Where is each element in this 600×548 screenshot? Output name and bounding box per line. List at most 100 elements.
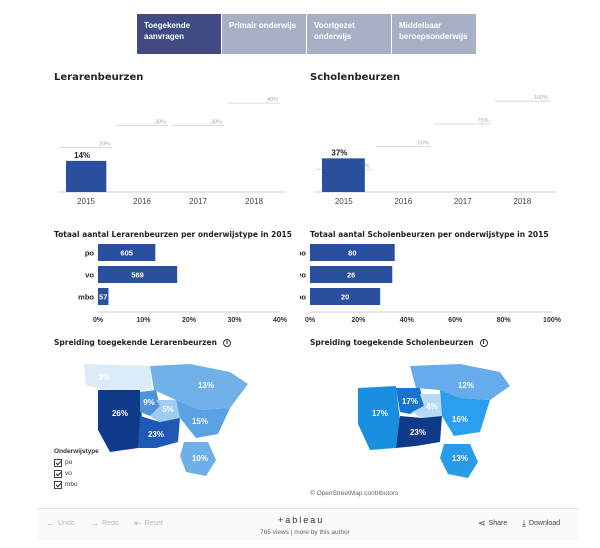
scholenbeurzen-map-title-text: Spreiding toegekende Scholenbeurzen (310, 338, 474, 347)
tab-voortgezet-onderwijs[interactable]: Voortgezet onderwijs (307, 14, 391, 54)
x-tick-label: 100% (543, 317, 562, 324)
bar[interactable] (310, 266, 393, 283)
map-region-label: 15% (192, 417, 208, 426)
map-region-noord[interactable] (84, 364, 152, 392)
map-region-label: 23% (410, 428, 426, 437)
info-icon[interactable]: i (479, 339, 488, 347)
map-region-centrum[interactable] (412, 394, 442, 418)
y-tick-label: vo (85, 271, 94, 280)
download-button[interactable]: ⤓ Download (522, 518, 560, 529)
x-tick-label: 30% (227, 317, 242, 324)
x-tick-label: 2015 (335, 197, 353, 206)
y-tick-label: vo (300, 271, 306, 280)
map-region-zuidoost[interactable] (440, 444, 478, 478)
tableau-logo[interactable]: +ableau (278, 515, 325, 525)
map-region-centrum[interactable] (150, 400, 180, 422)
info-icon[interactable]: i (222, 339, 231, 347)
x-tick-label: 80% (497, 317, 512, 324)
x-tick-label: 0% (93, 317, 104, 324)
bar[interactable] (322, 158, 365, 192)
map-region-label: 12% (458, 381, 474, 390)
x-tick-label: 2017 (189, 197, 207, 206)
map-region-zuid[interactable] (396, 416, 442, 448)
map-region-oost[interactable] (440, 390, 490, 436)
map-region-label: 3% (98, 373, 110, 382)
legend-label: mbo (65, 481, 78, 488)
views-count[interactable]: 765 views | more by this author (260, 529, 350, 536)
map-region-label: 13% (198, 381, 214, 390)
bar[interactable] (310, 288, 381, 305)
scholenbeurzen-title: Scholenbeurzen (310, 72, 401, 83)
x-tick-label: 40% (400, 317, 415, 324)
tab-middelbaar-beroepsonderwijs[interactable]: Middelbaar beroepsonderwijs (392, 14, 476, 54)
legend-label: po (65, 459, 73, 466)
bar[interactable] (66, 160, 107, 192)
checkbox[interactable] (54, 458, 62, 467)
x-tick-label: 10% (136, 317, 151, 324)
x-tick-label: 20% (351, 317, 366, 324)
x-tick-label: 2016 (133, 197, 151, 206)
download-icon: ⤓ (522, 518, 526, 528)
redo-label: Redo (102, 519, 119, 527)
share-button[interactable]: ⋖ Share (478, 518, 507, 529)
map-region-oost[interactable] (176, 400, 230, 438)
reset-button[interactable]: ⇤ Reset (134, 518, 163, 529)
map-region-noordoost[interactable] (410, 364, 510, 400)
reset-icon: ⇤ (134, 518, 142, 528)
target-label: 50% (418, 141, 429, 147)
redo-button[interactable]: → Redo (90, 518, 119, 528)
target-label: 75% (477, 118, 488, 124)
x-tick-label: 60% (448, 317, 463, 324)
checkbox[interactable] (54, 469, 62, 478)
y-tick-label: po (300, 249, 306, 258)
map-credit[interactable]: © OpenStreetMap contributors (310, 490, 399, 497)
lerarenbeurzen-map-title-text: Spreiding toegekende Lerarenbeurzen (54, 338, 217, 347)
map-region-label: 10% (192, 454, 208, 463)
x-tick-label: 2017 (454, 197, 472, 206)
x-tick-label: 20% (182, 317, 197, 324)
legend-item-vo[interactable]: vo (54, 468, 99, 479)
tab-toegekende-aanvragen[interactable]: Toegekende aanvragen (137, 14, 221, 54)
map-region-label: 23% (148, 430, 164, 439)
target-label: 40% (267, 97, 278, 103)
lerarenbeurzen-map[interactable]: 3% 13% 26% 9% 5% 15% 23% 10% (80, 360, 260, 485)
map-region-label: 17% (402, 397, 418, 406)
bar-value-label: 569 (131, 271, 144, 280)
map-region-centrum-west[interactable] (396, 388, 424, 414)
map-region-west[interactable] (358, 386, 400, 450)
bar-value-label: 14% (74, 151, 90, 160)
bar[interactable] (98, 266, 178, 283)
map-region-noordoost[interactable] (150, 364, 248, 410)
map-region-zuidoost[interactable] (180, 442, 216, 476)
map-region-west[interactable] (98, 390, 142, 452)
legend-item-po[interactable]: po (54, 457, 99, 468)
share-label: Share (488, 520, 508, 527)
y-tick-label: mbo (78, 293, 94, 302)
scholenbeurzen-type-chart: po 80 vo 26 mbo 20 0% 20% 40% 60% 80% 100% (300, 244, 562, 324)
x-tick-label: 2018 (513, 197, 531, 206)
legend: Onderwijstype po vo mbo (54, 448, 99, 490)
x-tick-label: 2015 (77, 197, 95, 206)
legend-item-mbo[interactable]: mbo (54, 479, 99, 490)
undo-icon: ← (46, 518, 55, 528)
reset-label: Reset (144, 520, 163, 527)
y-tick-label: po (85, 249, 95, 258)
bar-value-label: 605 (120, 249, 133, 258)
x-tick-label: 40% (273, 317, 288, 324)
bar-value-label: 57 (99, 293, 107, 302)
scholenbeurzen-map[interactable]: 12% 17% 17% 4% 16% 23% 13% (350, 360, 530, 485)
map-region-zuid[interactable] (138, 416, 180, 448)
legend-title: Onderwijstype (54, 448, 99, 455)
target-label: 100% (534, 95, 548, 101)
tab-primair-onderwijs[interactable]: Primair onderwijs (222, 14, 306, 54)
map-region-label: 17% (372, 409, 388, 418)
undo-button[interactable]: ← Undo (46, 518, 75, 528)
bar[interactable] (98, 244, 156, 261)
bar[interactable] (310, 244, 395, 261)
map-region-centrum-west[interactable] (140, 390, 160, 416)
checkbox[interactable] (54, 480, 62, 489)
bar[interactable] (98, 288, 109, 305)
lerarenbeurzen-trend-chart: 2015 20% 14% 2016 30% 2017 30% 2018 40% (58, 97, 286, 206)
map-region-label: 4% (426, 402, 438, 411)
undo-label: Undo (58, 519, 75, 527)
